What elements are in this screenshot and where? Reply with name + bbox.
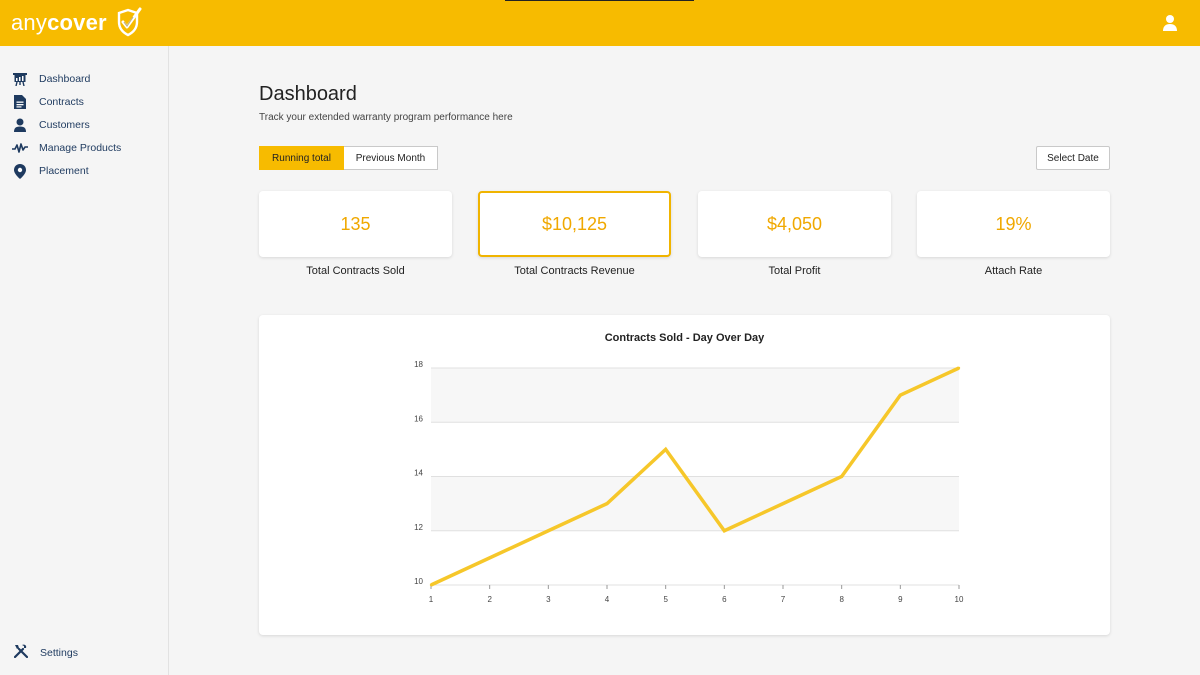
sidebar-item-dashboard[interactable]: Dashboard xyxy=(12,70,90,88)
sidebar-item-placement[interactable]: Placement xyxy=(12,162,89,180)
kpi-card-attach-rate[interactable]: 19% xyxy=(917,191,1110,257)
sidebar-item-manage-products[interactable]: Manage Products xyxy=(12,139,121,157)
sidebar-item-label: Contracts xyxy=(39,96,84,108)
activity-pulse-icon xyxy=(12,140,28,156)
x-tick-label: 3 xyxy=(546,595,551,604)
data-point xyxy=(664,448,667,451)
top-bar: any cover xyxy=(0,0,1200,46)
previous-month-button[interactable]: Previous Month xyxy=(344,146,438,170)
brand-text-cover: cover xyxy=(47,10,107,35)
sidebar-item-contracts[interactable]: Contracts xyxy=(12,93,84,111)
sidebar-item-label: Customers xyxy=(39,119,90,131)
y-tick-label: 10 xyxy=(414,577,423,586)
data-point xyxy=(840,475,843,478)
y-tick-label: 16 xyxy=(414,414,423,423)
tools-icon xyxy=(13,644,29,663)
kpi-card-total-contracts-sold[interactable]: 135 xyxy=(259,191,452,257)
page-title: Dashboard xyxy=(259,83,357,105)
kpi-value: $10,125 xyxy=(541,213,608,234)
kpi-value: 135 xyxy=(340,213,371,234)
sidebar-item-settings[interactable]: Settings xyxy=(13,644,78,663)
page-subtitle: Track your extended warranty program per… xyxy=(259,112,513,123)
data-point xyxy=(723,529,726,532)
grid-band xyxy=(431,368,959,423)
kpi-label: Total Contracts Sold xyxy=(306,265,405,277)
running-total-button[interactable]: Running total xyxy=(259,146,344,170)
data-point xyxy=(899,393,902,397)
data-point xyxy=(429,583,433,587)
brand-logo[interactable]: any cover xyxy=(11,6,143,40)
settings-label: Settings xyxy=(40,647,78,659)
y-tick-label: 14 xyxy=(414,469,423,478)
x-tick-label: 10 xyxy=(955,595,964,604)
kpi-card-total-contracts-revenue[interactable]: $10,125 xyxy=(478,191,671,257)
kpi-label: Total Contracts Revenue xyxy=(514,265,635,277)
sidebar-item-label: Manage Products xyxy=(39,142,122,154)
grid-band xyxy=(431,476,959,531)
y-tick-label: 18 xyxy=(414,360,423,369)
chart-card: Contracts Sold - Day Over Day 10 12 14 16 18… xyxy=(259,315,1110,635)
user-icon[interactable] xyxy=(1160,13,1180,33)
contracts-line-chart: Contracts Sold - Day Over Day 1012141618… xyxy=(414,332,964,604)
x-tick-label: 7 xyxy=(781,595,786,604)
x-tick-label: 5 xyxy=(663,595,668,604)
x-tick-label: 6 xyxy=(722,595,727,604)
period-toggle: Running total Previous Month xyxy=(259,146,438,170)
person-icon xyxy=(12,117,28,133)
series-line xyxy=(430,366,960,587)
presentation-chart-icon xyxy=(12,71,28,87)
x-tick-label: 8 xyxy=(839,595,844,604)
kpi-card-total-profit[interactable]: $4,050 xyxy=(698,191,891,257)
brand-text-any: any xyxy=(11,10,48,35)
document-icon xyxy=(12,94,28,110)
shield-check-icon xyxy=(117,7,142,37)
data-point xyxy=(957,366,961,370)
x-tick-label: 9 xyxy=(898,595,903,604)
x-tick-label: 4 xyxy=(605,595,610,604)
sidebar-item-label: Placement xyxy=(39,165,89,177)
sidebar: Dashboard Contracts Customers Manage Pro… xyxy=(0,46,169,675)
data-point xyxy=(781,502,785,505)
y-tick-label: 12 xyxy=(414,523,423,532)
x-tick-label: 2 xyxy=(487,595,492,604)
map-pin-icon xyxy=(12,163,28,179)
kpi-label: Total Profit xyxy=(768,265,821,277)
data-point xyxy=(547,529,550,532)
select-date-button[interactable]: Select Date xyxy=(1036,146,1110,170)
sidebar-item-customers[interactable]: Customers xyxy=(12,116,90,134)
kpi-value: $4,050 xyxy=(766,213,823,234)
data-point xyxy=(605,502,609,505)
data-point xyxy=(488,556,491,560)
sidebar-item-label: Dashboard xyxy=(39,73,91,85)
chart-title: Contracts Sold - Day Over Day xyxy=(605,332,765,344)
kpi-label: Attach Rate xyxy=(984,265,1043,277)
kpi-value: 19% xyxy=(995,213,1032,234)
top-edge-line xyxy=(505,0,694,1)
x-tick-label: 1 xyxy=(429,595,434,604)
